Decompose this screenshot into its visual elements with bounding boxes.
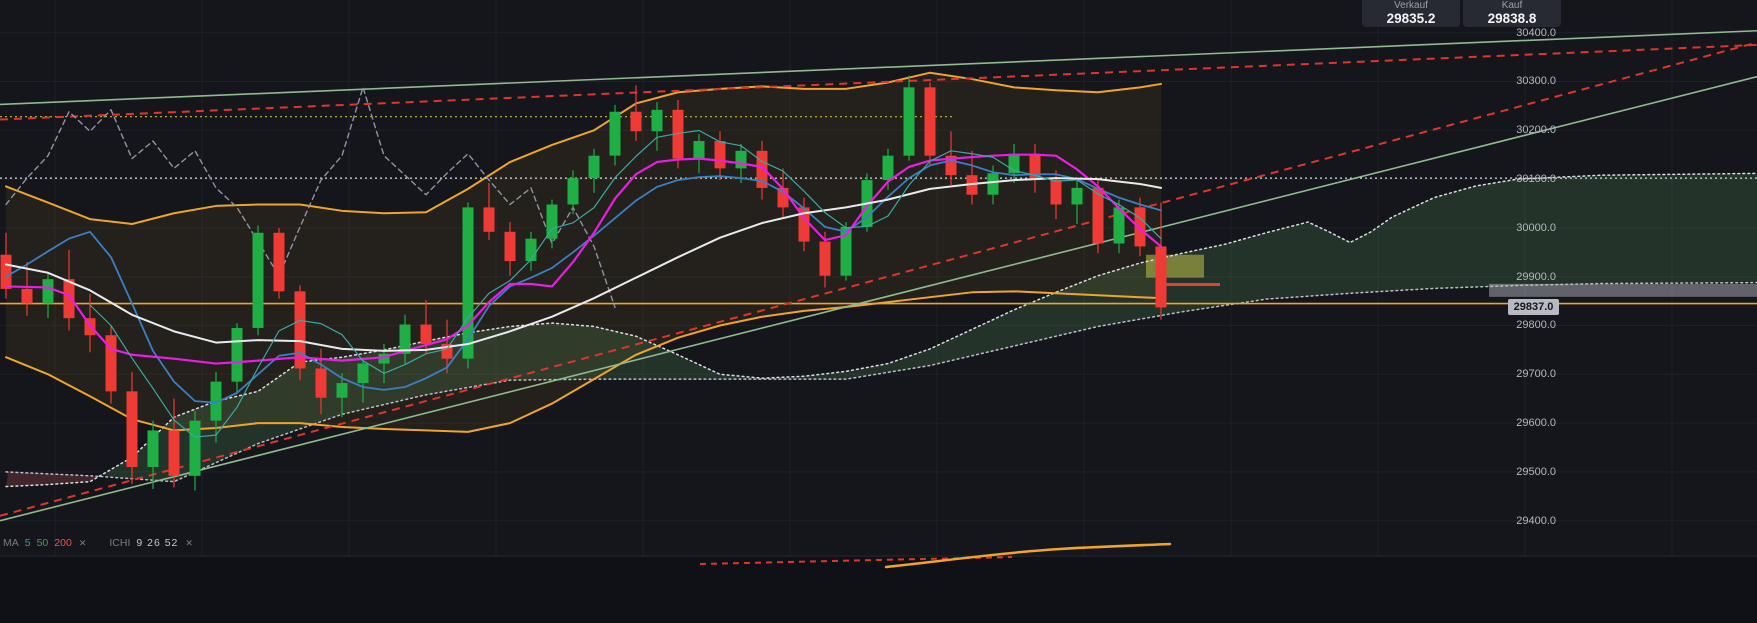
ma-remove-icon[interactable]: ✕ xyxy=(78,537,87,548)
sell-label: Verkauf xyxy=(1394,0,1428,11)
ma-indicator-label: MA xyxy=(3,537,19,549)
buy-button[interactable]: Kauf 29838.8 xyxy=(1463,0,1561,27)
sell-button[interactable]: Verkauf 29835.2 xyxy=(1362,0,1460,27)
ma-param-slow: 200 xyxy=(54,537,72,549)
ichi-remove-icon[interactable]: ✕ xyxy=(185,537,193,548)
quote-buttons: Verkauf 29835.2 Kauf 29838.8 xyxy=(1362,0,1561,27)
sell-price: 29835.2 xyxy=(1386,11,1436,26)
ma-param-fast: 5 xyxy=(24,537,31,549)
buy-price: 29838.8 xyxy=(1487,11,1537,26)
indicator-legend: MA 5 50 200 ✕ ICHI 9 26 52 ✕ xyxy=(3,537,194,549)
ichi-indicator-label: ICHI xyxy=(109,537,131,549)
ma-param-medium: 50 xyxy=(36,537,49,549)
ichi-params: 9 26 52 xyxy=(136,537,179,549)
current-price-badge: 29837.0 xyxy=(1508,299,1559,316)
buy-label: Kauf xyxy=(1501,0,1523,11)
